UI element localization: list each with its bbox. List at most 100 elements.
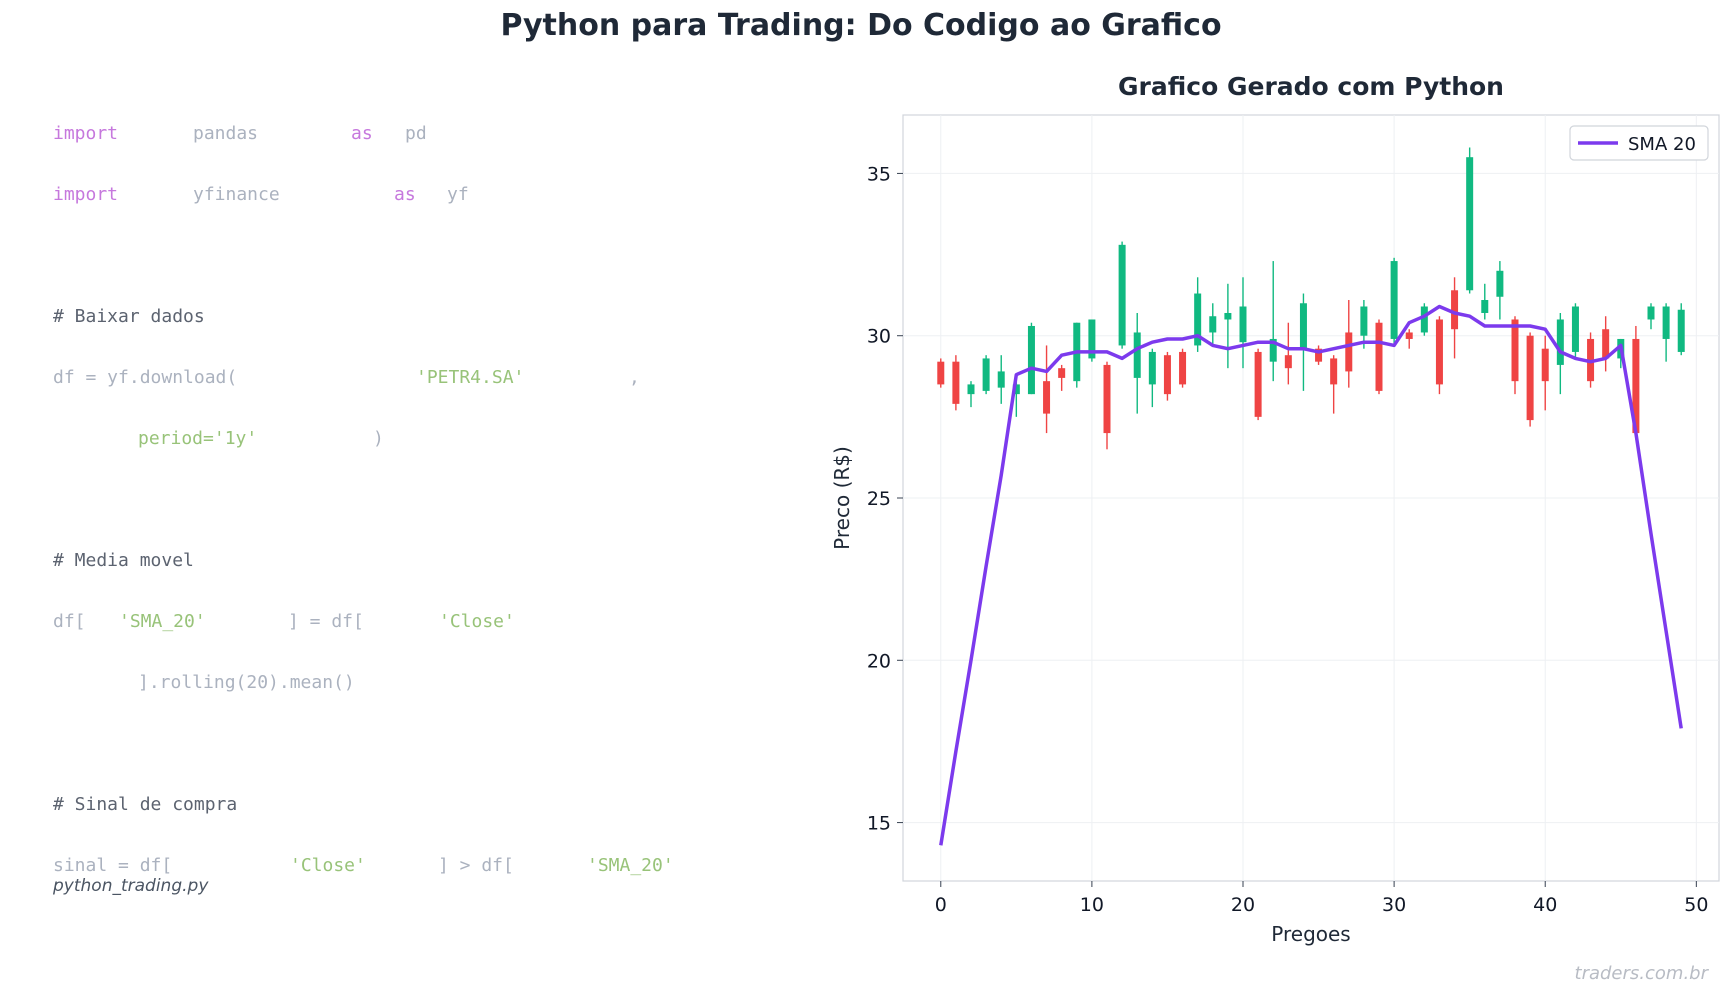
legend-sma-label: SMA 20 [1628,134,1696,155]
candle [1209,303,1217,346]
candle-body [1043,381,1051,414]
code-token: 'Close' [290,855,366,876]
candle-body [1345,332,1353,372]
candle [1647,303,1655,330]
candle [1526,332,1534,427]
code-token: pd [405,123,427,144]
code-token: df[ [53,611,86,632]
y-tick-label: 35 [867,163,891,185]
watermark: traders.com.br [1574,963,1708,984]
candle-body [1420,306,1428,333]
x-tick-label: 0 [935,894,947,916]
candle [1390,257,1398,346]
candle [1043,345,1051,434]
chart-title: Grafico Gerado com Python [1118,72,1504,101]
candle [982,355,990,395]
code-token: pandas [193,123,259,144]
candle [1269,261,1277,382]
candle-body [1133,332,1141,378]
candle-body [1466,157,1474,291]
candle [1677,303,1685,356]
candle-body [1254,351,1262,417]
candle [1118,241,1126,349]
candle [1481,283,1489,320]
candle [1224,283,1232,369]
code-token: # Media movel [53,550,194,571]
candle-body [1677,309,1685,352]
code-token: sinal = df[ [53,855,173,876]
candle-body [1526,335,1534,421]
candle-body [1299,303,1307,349]
legend: SMA 20 [1569,125,1709,161]
code-token: yfinance [193,184,280,205]
x-tick-label: 30 [1382,894,1406,916]
code-token: ].rolling(20).mean() [138,672,355,693]
candle-body [1209,316,1217,333]
candle-body [1632,338,1640,434]
candle [1027,322,1035,395]
x-tick-label: 50 [1684,894,1708,916]
candle [1254,348,1262,421]
candle-body [1390,261,1398,339]
code-panel: import pandas as pd import yfinance as yf # Baix… [53,120,813,910]
y-axis-label: Preco (R$) [830,446,854,550]
candle-body [1375,322,1383,391]
candle-body [1647,306,1655,320]
candle-body [1179,351,1187,385]
candle [1163,351,1171,401]
candle [1194,277,1202,352]
code-token: , [629,367,640,388]
candle [1012,381,1020,417]
x-tick-label: 40 [1533,894,1557,916]
sma-line [939,304,1683,846]
axis-ticks: 0 10 20 30 40 50 15 20 25 30 35 [867,163,1709,916]
candle [1330,355,1338,414]
candle-body [1315,348,1323,362]
code-token: df = yf.download( [53,367,238,388]
candle-body [1224,312,1232,320]
candle-body [1541,348,1549,382]
code-token: 'Close' [439,611,515,632]
y-tick-label: 20 [867,650,891,672]
candle-body [1194,293,1202,346]
x-tick-label: 20 [1231,894,1255,916]
sma-series [939,304,1683,846]
page-title: Python para Trading: Do Codigo ao Grafic… [500,8,1222,43]
candle-body [1481,300,1489,313]
code-token: import [53,184,119,205]
candle [1103,361,1111,450]
code-token: period='1y' [138,428,258,449]
candle [1466,147,1474,294]
candle [1058,364,1066,391]
candle-body [1511,319,1519,382]
candle-body [982,358,990,391]
candle-body [1360,306,1368,336]
candle [1299,293,1307,391]
code-token: ) [373,428,384,449]
candle-body [1118,244,1126,346]
candle [1375,319,1383,395]
candle-body [1239,306,1247,343]
code-token: # Sinal de compra [53,794,238,815]
candlesticks [937,147,1685,450]
candle [1496,261,1504,320]
x-tick-label: 10 [1080,894,1104,916]
candle [1541,335,1549,411]
candle [1511,316,1519,395]
candle-body [997,371,1005,388]
code-filename: python_trading.py [53,876,209,896]
code-token: ] > df[ [438,855,514,876]
candle [952,355,960,411]
candle [1420,303,1428,336]
candle-body [1148,351,1156,385]
candle [967,381,975,408]
grid-lines [903,115,1719,881]
candle-body [1405,332,1413,339]
code-token: as [351,123,373,144]
candle-body [937,361,945,385]
candle-body [1284,355,1292,369]
candle-body [1012,384,1020,395]
legend-box [1569,125,1709,161]
candle [1662,303,1670,362]
